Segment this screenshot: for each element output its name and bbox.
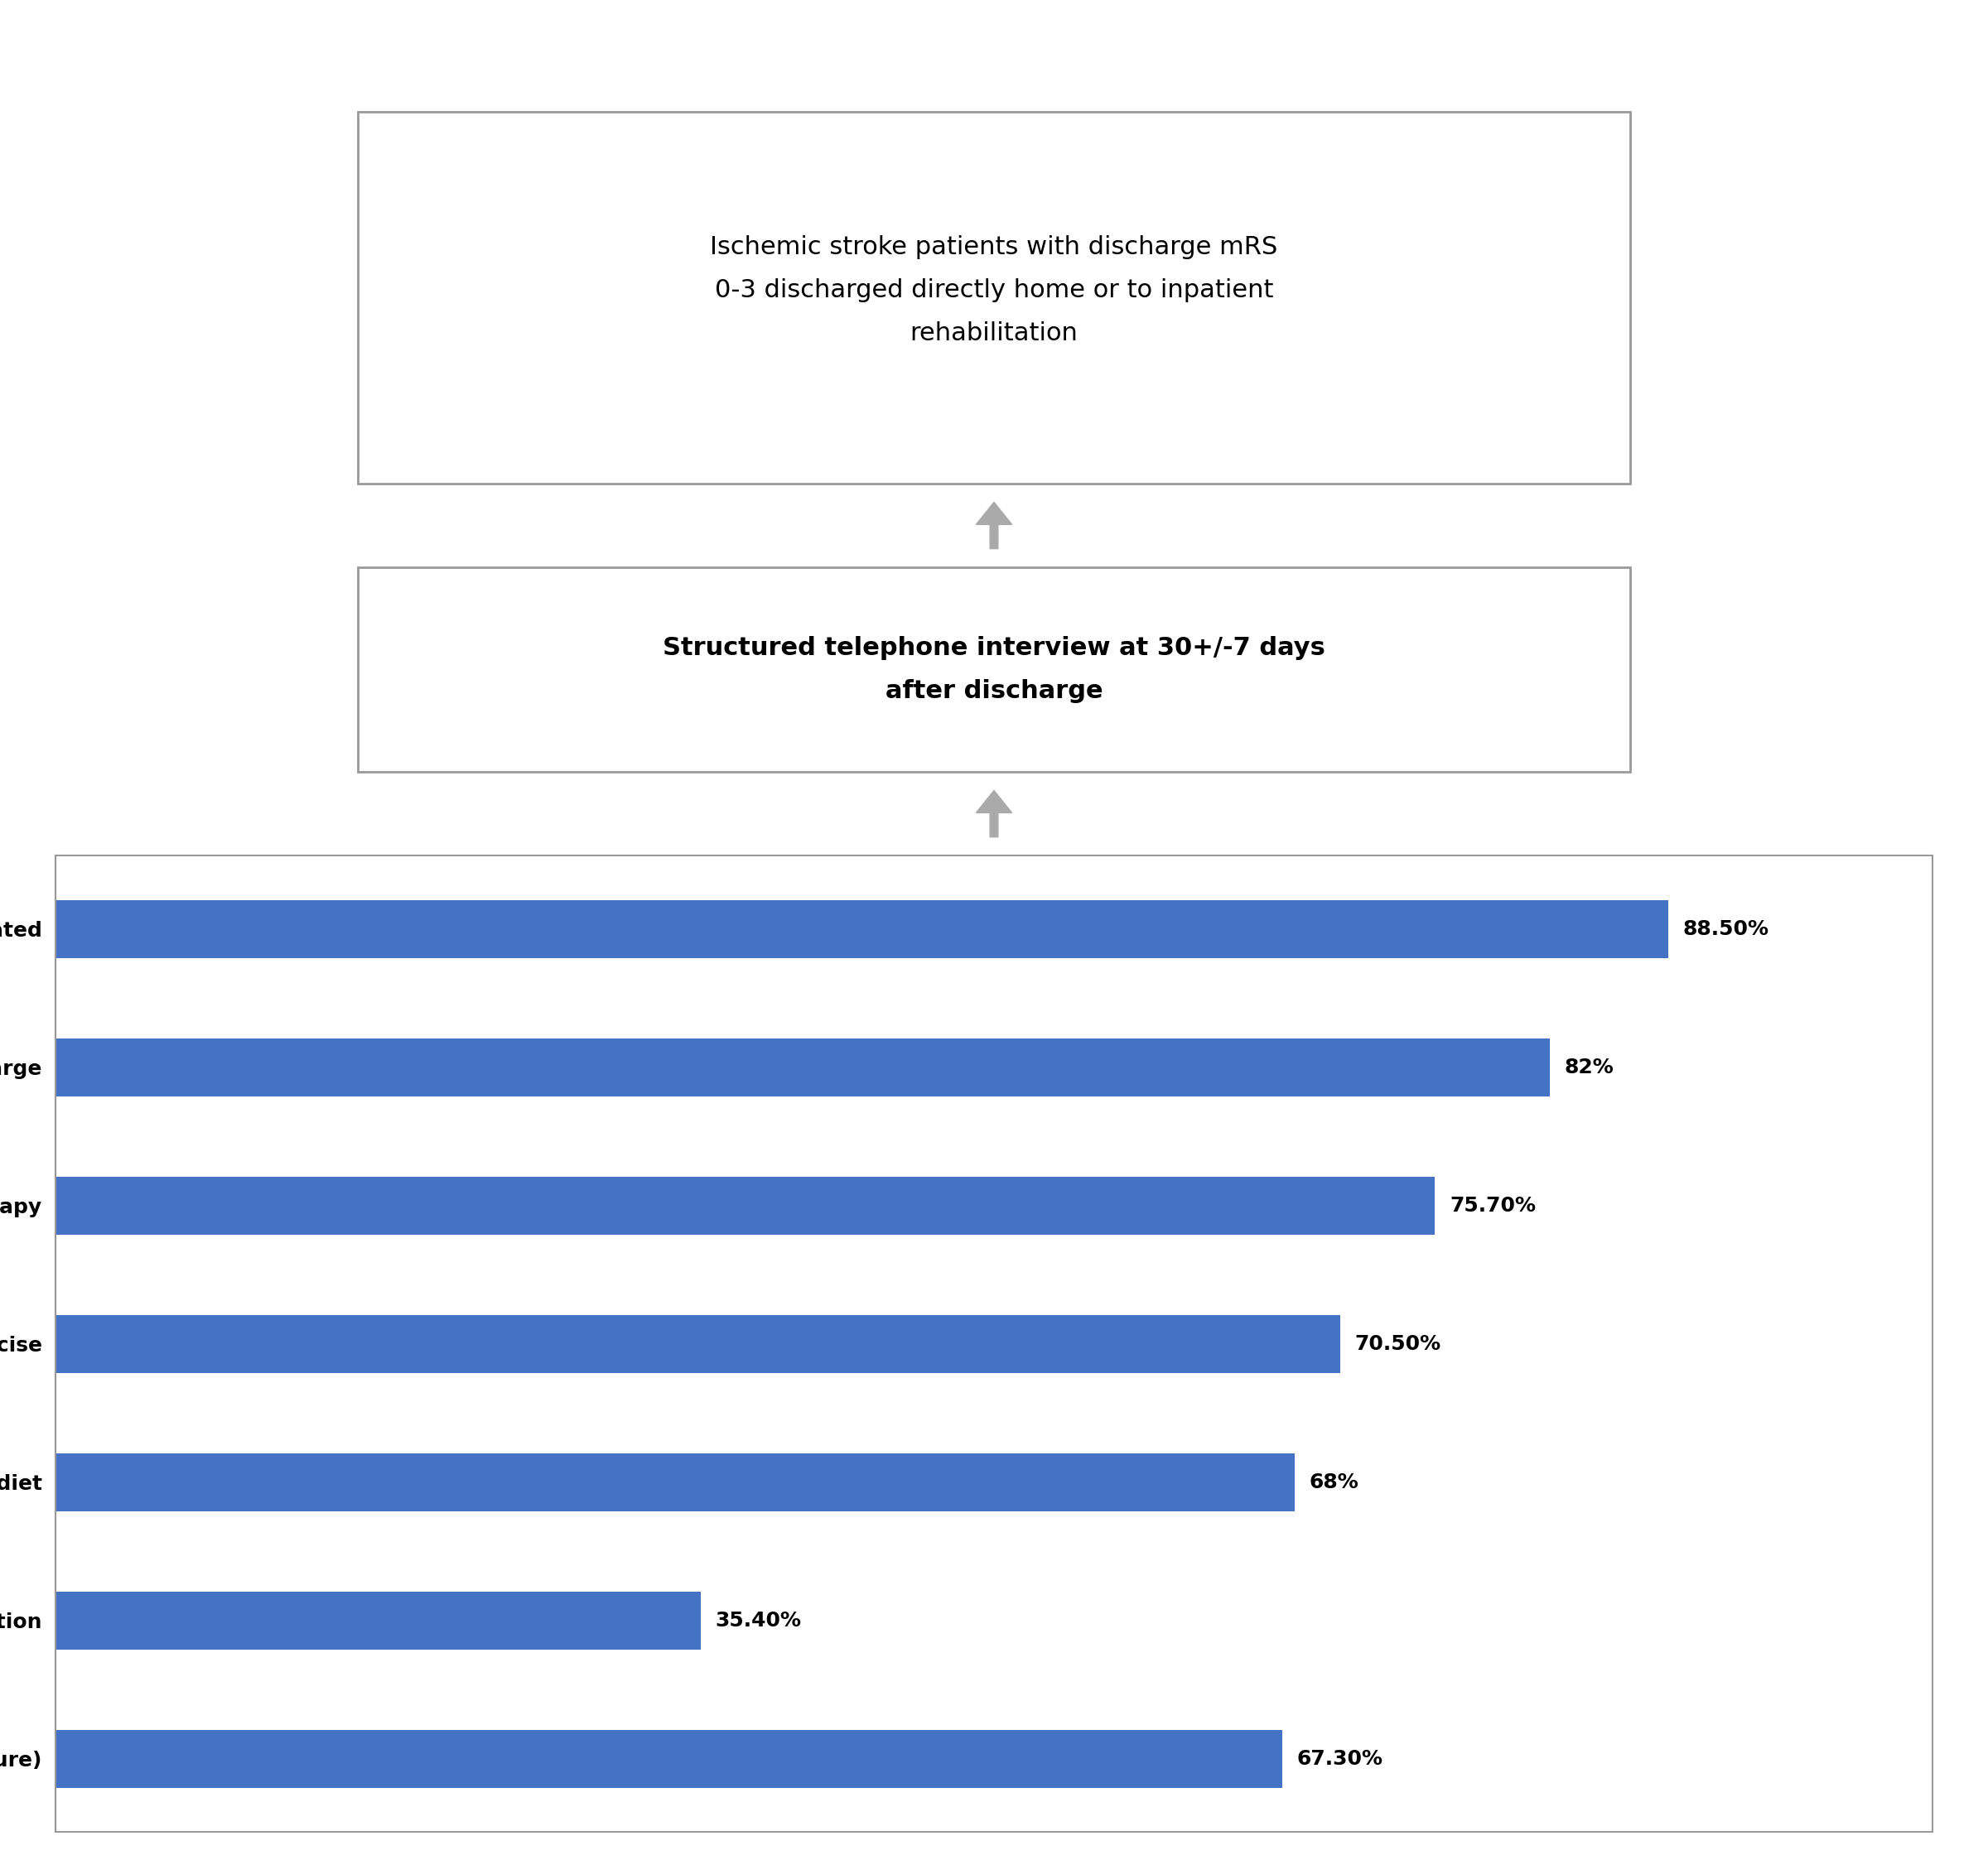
Bar xyxy=(56,900,1668,958)
FancyBboxPatch shape xyxy=(358,112,1630,484)
Text: 68%: 68% xyxy=(1310,1471,1358,1492)
Text: 70.50%: 70.50% xyxy=(1354,1334,1441,1354)
Bar xyxy=(56,1453,1294,1510)
Bar xyxy=(56,1315,1340,1373)
Bar xyxy=(56,1038,1551,1096)
Text: 75.70%: 75.70% xyxy=(1449,1196,1535,1216)
Text: 30-day factors and behaviors related to transition of care: 30-day factors and behaviors related to … xyxy=(471,32,1517,61)
Text: 88.50%: 88.50% xyxy=(1682,919,1769,939)
Bar xyxy=(56,1177,1435,1235)
Bar xyxy=(56,1730,1282,1787)
Text: 82%: 82% xyxy=(1565,1056,1614,1077)
Text: Structured telephone interview at 30+/-7 days
after discharge: Structured telephone interview at 30+/-7… xyxy=(662,636,1326,703)
FancyBboxPatch shape xyxy=(358,567,1630,772)
Text: 67.30%: 67.30% xyxy=(1296,1748,1382,1769)
Bar xyxy=(56,1592,700,1650)
Text: Ischemic stroke patients with discharge mRS
0-3 discharged directly home or to i: Ischemic stroke patients with discharge … xyxy=(710,234,1278,346)
Text: 35.40%: 35.40% xyxy=(716,1611,801,1631)
